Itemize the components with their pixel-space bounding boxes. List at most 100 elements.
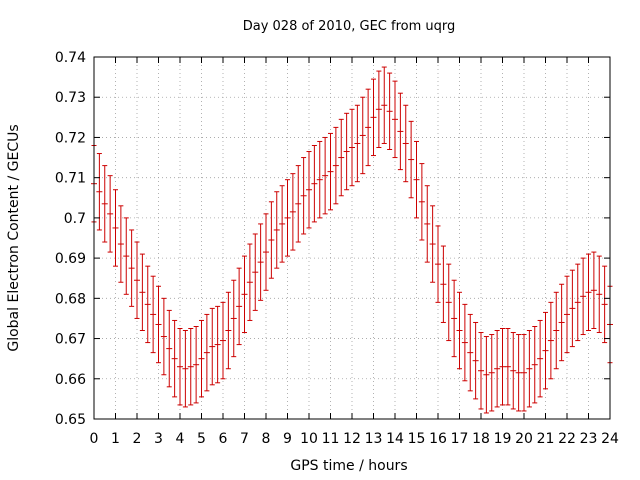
error-bar-point (424, 185, 431, 263)
error-bar-point (128, 229, 135, 307)
error-bar-point (289, 173, 296, 251)
error-bar-point (370, 78, 377, 157)
x-tick-label: 3 (154, 431, 163, 447)
error-bar-point (569, 269, 576, 348)
error-bar-point (478, 332, 484, 410)
error-bar-point (397, 92, 404, 171)
error-bar-point (273, 191, 280, 269)
error-bar-point (139, 253, 146, 332)
error-bar-point (504, 328, 511, 406)
error-bar-point (117, 205, 124, 283)
x-tick-label: 20 (515, 431, 533, 447)
error-bar-point (322, 136, 329, 215)
error-bar-point (526, 330, 533, 408)
error-bar-point (166, 309, 173, 388)
error-bar-point (585, 253, 592, 332)
x-tick-label: 17 (451, 431, 469, 447)
error-bar-point (182, 330, 189, 408)
error-bar-point (160, 297, 167, 376)
error-bar-point (537, 319, 544, 398)
error-bar-point (252, 233, 259, 311)
error-bar-point (596, 255, 603, 334)
error-bar-point (553, 291, 560, 370)
error-bar-point (451, 279, 458, 358)
error-bar-point (107, 175, 114, 253)
error-bar-point (311, 144, 318, 223)
error-bar-point (236, 267, 243, 346)
y-tick-label: 0.71 (55, 171, 86, 187)
error-bar-point (193, 325, 200, 404)
error-bar-point (429, 205, 436, 283)
y-axis-label: Global Electron Content / GECUs (6, 124, 22, 351)
error-bar-point (580, 257, 587, 336)
error-bar-point (483, 336, 490, 414)
error-bar-point (408, 120, 415, 199)
y-tick-label: 0.73 (55, 90, 86, 106)
error-bar-point (354, 104, 361, 183)
x-tick-label: 23 (580, 431, 598, 447)
x-tick-label: 11 (322, 431, 340, 447)
error-bar-point (306, 151, 312, 229)
y-tick-label: 0.7 (64, 211, 86, 227)
x-tick-label: 9 (283, 431, 292, 447)
error-bar-point (144, 265, 151, 344)
error-bar-point (327, 132, 334, 211)
chart-title: Day 028 of 2010, GEC from uqrg (243, 19, 456, 34)
error-bar-point (601, 265, 608, 344)
error-bar-point (531, 325, 538, 404)
error-bar-point (418, 163, 425, 241)
x-tick-label: 14 (386, 431, 404, 447)
error-bar-point (488, 334, 495, 412)
error-bar-point (343, 112, 350, 191)
error-bar-point (300, 157, 307, 235)
error-bar-point (225, 291, 232, 370)
error-bar-point (386, 72, 393, 151)
x-tick-label: 15 (408, 431, 426, 447)
error-bar-point (499, 328, 506, 406)
error-bar-point (365, 88, 372, 167)
x-tick-label: 8 (262, 431, 271, 447)
x-tick-label: 12 (343, 431, 361, 447)
error-bar-point (349, 108, 355, 187)
error-bar-point (564, 275, 570, 354)
y-tick-labels: 0.65 0.66 0.67 0.68 0.69 0.7 0.71 0.72 0.73 0.74 (55, 50, 86, 428)
error-bar-point (402, 104, 409, 183)
error-bar-point (515, 334, 522, 412)
y-tick-label: 0.72 (55, 130, 86, 146)
error-bar-point (494, 330, 501, 408)
error-bar-point (96, 153, 103, 231)
error-bar-point (413, 140, 420, 219)
error-bar-point (279, 185, 286, 263)
error-bar-point (171, 319, 178, 398)
error-bar-point (590, 251, 597, 329)
error-bar-point (392, 80, 398, 159)
error-bar-point (198, 319, 205, 398)
error-bar-point (521, 334, 527, 412)
x-tick-label: 19 (494, 431, 512, 447)
x-tick-labels: 0 1 2 3 4 5 6 7 8 9 10 11 12 13 14 15 16 17 18 19 20 21 22 23 24 (90, 431, 619, 447)
error-bar-point (510, 332, 517, 410)
error-bar-point (263, 213, 269, 291)
error-bar-point (134, 241, 140, 319)
error-bar-point (316, 140, 323, 219)
error-bar-point (295, 165, 302, 243)
error-bar-point (187, 328, 194, 406)
x-tick-label: 2 (133, 431, 142, 447)
error-bar-point (246, 243, 253, 321)
error-bar-series (91, 66, 613, 414)
y-tick-label: 0.66 (55, 372, 86, 388)
error-bar-point (150, 275, 157, 354)
error-bar-point (268, 201, 275, 279)
error-bar-point (359, 96, 366, 175)
error-bar-point (375, 70, 382, 148)
error-bar-point (472, 321, 479, 400)
x-tick-label: 22 (558, 431, 576, 447)
x-tick-label: 0 (90, 431, 99, 447)
error-bar-point (558, 283, 565, 362)
y-tick-label: 0.74 (55, 50, 86, 66)
x-tick-label: 13 (365, 431, 383, 447)
error-bar-point (284, 179, 291, 257)
x-tick-label: 18 (472, 431, 490, 447)
